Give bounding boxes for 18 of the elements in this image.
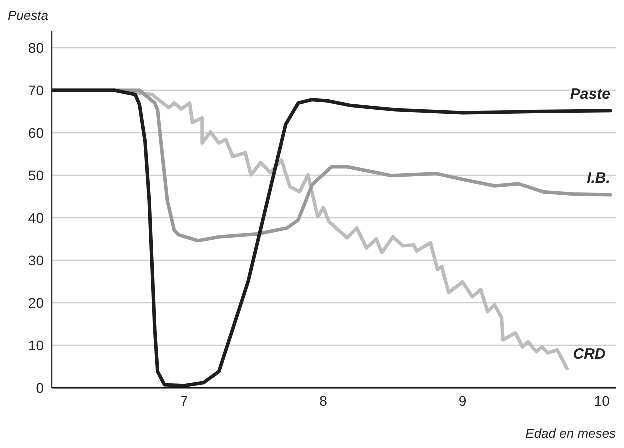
y-tick-label: 0 — [36, 380, 44, 396]
y-tick-label: 20 — [28, 294, 44, 311]
y-axis-title: Puesta — [8, 8, 48, 23]
x-tick-label: 8 — [320, 392, 328, 409]
x-tick-label: 10 — [594, 392, 610, 409]
y-tick-label: 40 — [28, 210, 44, 226]
y-tick-label: 10 — [28, 337, 44, 354]
series-label: CRD — [573, 346, 606, 363]
x-axis-title: Edad en meses — [526, 426, 616, 441]
y-tick-label: 60 — [28, 124, 44, 141]
y-tick-label: 50 — [28, 167, 44, 184]
y-tick-label: 70 — [28, 82, 44, 98]
series-label: I.B. — [587, 170, 610, 188]
y-tick-label: 80 — [28, 40, 44, 56]
x-tick-label: 9 — [458, 392, 467, 409]
y-tick-label: 30 — [28, 252, 44, 268]
series-label: Paste — [570, 86, 610, 103]
x-tick-label: 7 — [180, 392, 188, 409]
